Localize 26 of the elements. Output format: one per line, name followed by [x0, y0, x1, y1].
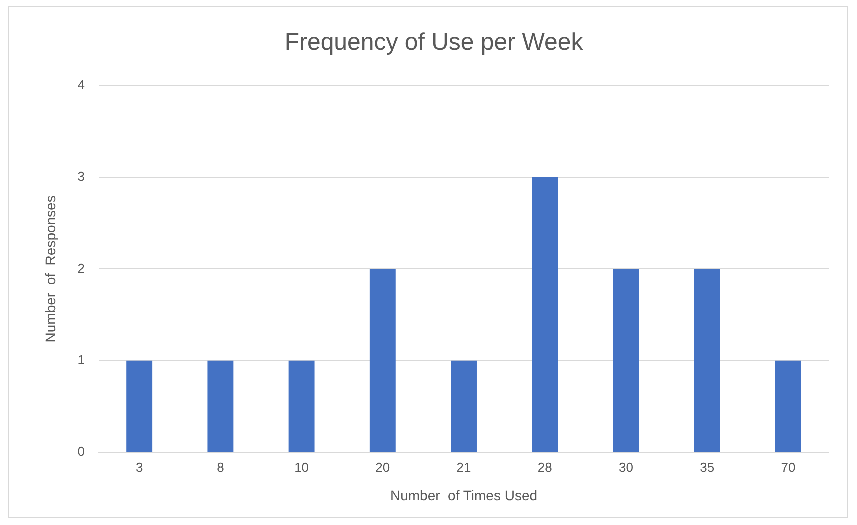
x-tick-label: 3	[136, 460, 144, 475]
bar	[775, 360, 802, 452]
x-tick-label: 20	[376, 460, 390, 475]
x-tick-label: 35	[700, 460, 715, 475]
y-axis-title: Number of Responses	[42, 196, 58, 343]
y-tick-label: 0	[78, 444, 86, 460]
bar	[288, 360, 315, 452]
bar	[126, 360, 153, 452]
x-tick-label: 70	[781, 460, 796, 475]
bar	[532, 178, 558, 452]
x-tick-label: 21	[456, 460, 472, 475]
bar	[208, 360, 234, 452]
y-tick-label: 1	[78, 352, 86, 368]
x-tick-label: 8	[217, 460, 224, 475]
y-tick-label: 2	[78, 260, 86, 276]
bar	[613, 269, 640, 452]
x-tick-label: 10	[294, 460, 310, 475]
bar	[694, 269, 720, 452]
bar	[451, 360, 477, 452]
chart-title: Frequency of Use per Week	[284, 29, 584, 56]
x-tick-label: 30	[618, 460, 634, 475]
bar	[370, 269, 396, 452]
x-tick-label: 28	[538, 460, 552, 475]
y-tick-label: 3	[78, 169, 86, 184]
y-tick-label: 4	[78, 77, 86, 92]
x-axis-title: Number of Times Used	[390, 487, 538, 504]
